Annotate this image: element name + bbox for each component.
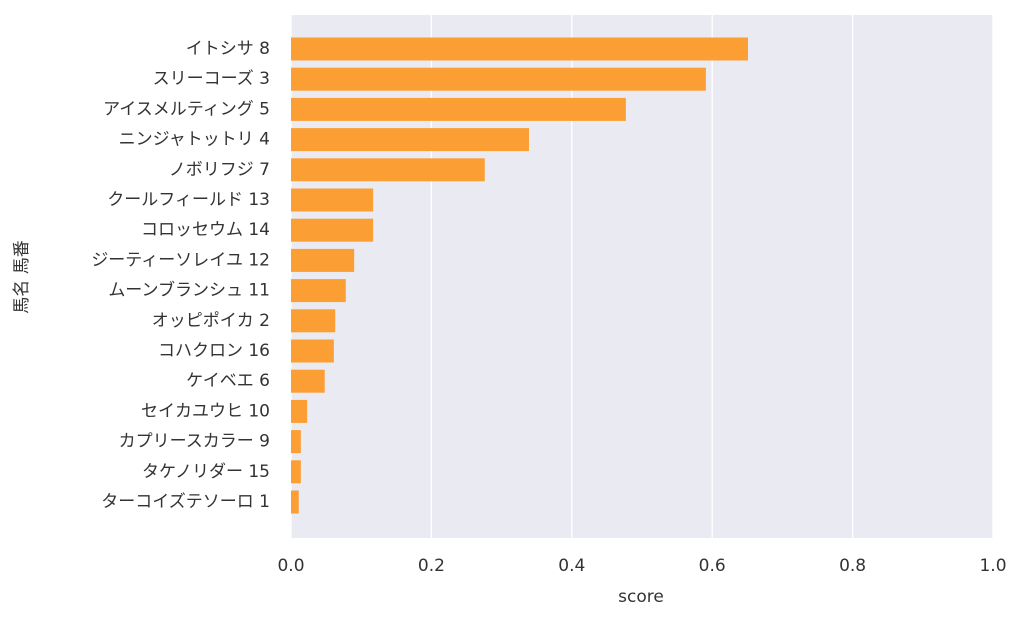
bar [291, 490, 299, 514]
x-tick-label: 0.8 [839, 556, 866, 576]
y-tick-label: コロッセウム 14 [141, 220, 270, 240]
y-tick-label: オッピポイカ 2 [152, 311, 270, 331]
x-tick-label: 0.4 [558, 556, 585, 576]
y-tick-label: アイスメルティング 5 [103, 99, 270, 119]
bar [291, 309, 336, 333]
y-tick-label: カプリースカラー 9 [119, 432, 270, 452]
y-tick-label: ニンジャトットリ 4 [119, 130, 270, 150]
y-tick-label: ジーティーソレイユ 12 [91, 250, 270, 270]
y-tick-label: タケノリダー 15 [142, 462, 270, 482]
y-tick-label: クールフィールド 13 [107, 190, 270, 210]
y-axis-label: 馬名 馬番 [12, 240, 32, 313]
bar [291, 218, 374, 242]
bar [291, 97, 626, 121]
bar [291, 339, 334, 363]
bar [291, 37, 749, 61]
plot-area [291, 15, 993, 538]
x-tick-label: 0.6 [699, 556, 726, 576]
bar [291, 188, 374, 212]
y-tick-label: スリーコーズ 3 [153, 69, 270, 89]
y-tick-label: イトシサ 8 [186, 39, 270, 59]
x-tick-label: 0.2 [418, 556, 445, 576]
y-tick-label: ターコイズテソーロ 1 [101, 492, 270, 512]
y-tick-label: ムーンブランシュ 11 [108, 280, 270, 301]
y-tick-label: コハクロン 16 [158, 341, 270, 361]
bar [291, 158, 485, 182]
bar [291, 248, 355, 272]
bar [291, 128, 529, 152]
bar [291, 430, 301, 454]
bar [291, 399, 308, 423]
y-tick-label: ノボリフジ 7 [169, 160, 270, 180]
bar [291, 67, 706, 91]
y-tick-label: セイカユウヒ 10 [141, 401, 270, 421]
x-axis-label: score [618, 587, 664, 607]
bar [291, 279, 346, 303]
bar [291, 369, 325, 393]
x-tick-label: 0.0 [277, 556, 304, 576]
x-tick-label: 1.0 [979, 556, 1006, 576]
y-tick-label: ケイベエ 6 [186, 371, 270, 391]
bar [291, 460, 301, 484]
